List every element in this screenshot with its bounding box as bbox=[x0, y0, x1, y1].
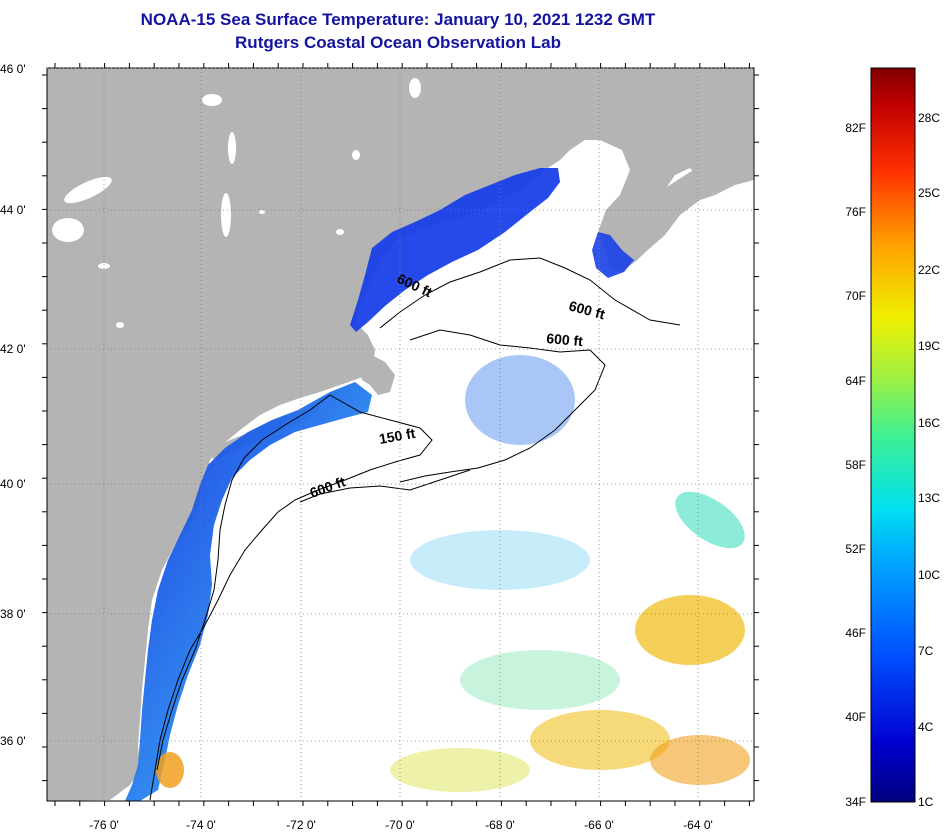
lon-label-76: -76 0' bbox=[89, 818, 119, 832]
cb-c-22: 22C bbox=[918, 263, 940, 277]
cb-f-76: 76F bbox=[845, 205, 866, 219]
cb-c-10: 10C bbox=[918, 568, 940, 582]
cb-f-40: 40F bbox=[845, 710, 866, 724]
lon-label-70: -70 0' bbox=[385, 818, 415, 832]
cb-c-16: 16C bbox=[918, 416, 940, 430]
sst-offshore-patches bbox=[156, 355, 750, 792]
colorbar: 82F 76F 70F 64F 58F 52F 46F 40F 34F 28C … bbox=[845, 67, 940, 809]
lat-label-42: 42 0' bbox=[0, 342, 26, 356]
cb-f-46: 46F bbox=[845, 626, 866, 640]
us-landmass bbox=[47, 68, 754, 801]
cb-c-19: 19C bbox=[918, 339, 940, 353]
cb-f-82: 82F bbox=[845, 121, 866, 135]
lon-label-74: -74 0' bbox=[186, 818, 216, 832]
sst-gulf-of-maine bbox=[350, 168, 560, 332]
cape-cod-land bbox=[360, 355, 395, 395]
lat-label-38: 38 0' bbox=[0, 607, 26, 621]
inland-lakes bbox=[52, 78, 421, 328]
lat-label-40: 40 0' bbox=[0, 477, 26, 491]
cb-c-13: 13C bbox=[918, 491, 940, 505]
cb-f-58: 58F bbox=[845, 458, 866, 472]
nova-scotia-land bbox=[605, 135, 754, 272]
lon-label-68: -68 0' bbox=[485, 818, 515, 832]
depth-contours bbox=[149, 257, 681, 801]
sst-mid-atlantic-shelf bbox=[125, 382, 372, 801]
map-title-line1: NOAA-15 Sea Surface Temperature: January… bbox=[141, 10, 656, 29]
colorbar-gradient bbox=[870, 67, 916, 803]
lon-label-72: -72 0' bbox=[286, 818, 316, 832]
cb-f-52: 52F bbox=[845, 542, 866, 556]
cb-f-64: 64F bbox=[845, 374, 866, 388]
depth-label-150ft: 150 ft bbox=[378, 425, 417, 447]
colorbar-fahrenheit-labels: 82F 76F 70F 64F 58F 52F 46F 40F 34F bbox=[845, 121, 866, 809]
cb-c-1: 1C bbox=[918, 795, 934, 809]
cb-f-34: 34F bbox=[845, 795, 866, 809]
depth-label-600ft-gb: 600 ft bbox=[546, 330, 584, 349]
cb-c-28: 28C bbox=[918, 111, 940, 125]
lon-label-66: -66 0' bbox=[584, 818, 614, 832]
cb-c-25: 25C bbox=[918, 186, 940, 200]
lat-label-46: 46 0' bbox=[0, 62, 26, 76]
map-title-line2: Rutgers Coastal Ocean Observation Lab bbox=[235, 33, 561, 52]
cb-c-4: 4C bbox=[918, 720, 934, 734]
map-frame bbox=[46, 67, 755, 802]
map-area[interactable]: 600 ft 600 ft 600 ft 150 ft 600 ft bbox=[47, 68, 754, 801]
latitude-labels: 46 0' 44 0' 42 0' 40 0' 38 0' 36 0' bbox=[0, 62, 26, 748]
map-tick-marks bbox=[42, 63, 759, 806]
longitude-labels: -76 0' -74 0' -72 0' -70 0' -68 0' -66 0… bbox=[89, 818, 713, 832]
colorbar-celsius-labels: 28C 25C 22C 19C 16C 13C 10C 7C 4C 1C bbox=[918, 111, 940, 809]
cb-f-70: 70F bbox=[845, 289, 866, 303]
lat-label-36: 36 0' bbox=[0, 734, 26, 748]
lon-label-64: -64 0' bbox=[683, 818, 713, 832]
cb-c-7: 7C bbox=[918, 644, 934, 658]
sst-fundy bbox=[592, 232, 634, 278]
lat-label-44: 44 0' bbox=[0, 203, 26, 217]
